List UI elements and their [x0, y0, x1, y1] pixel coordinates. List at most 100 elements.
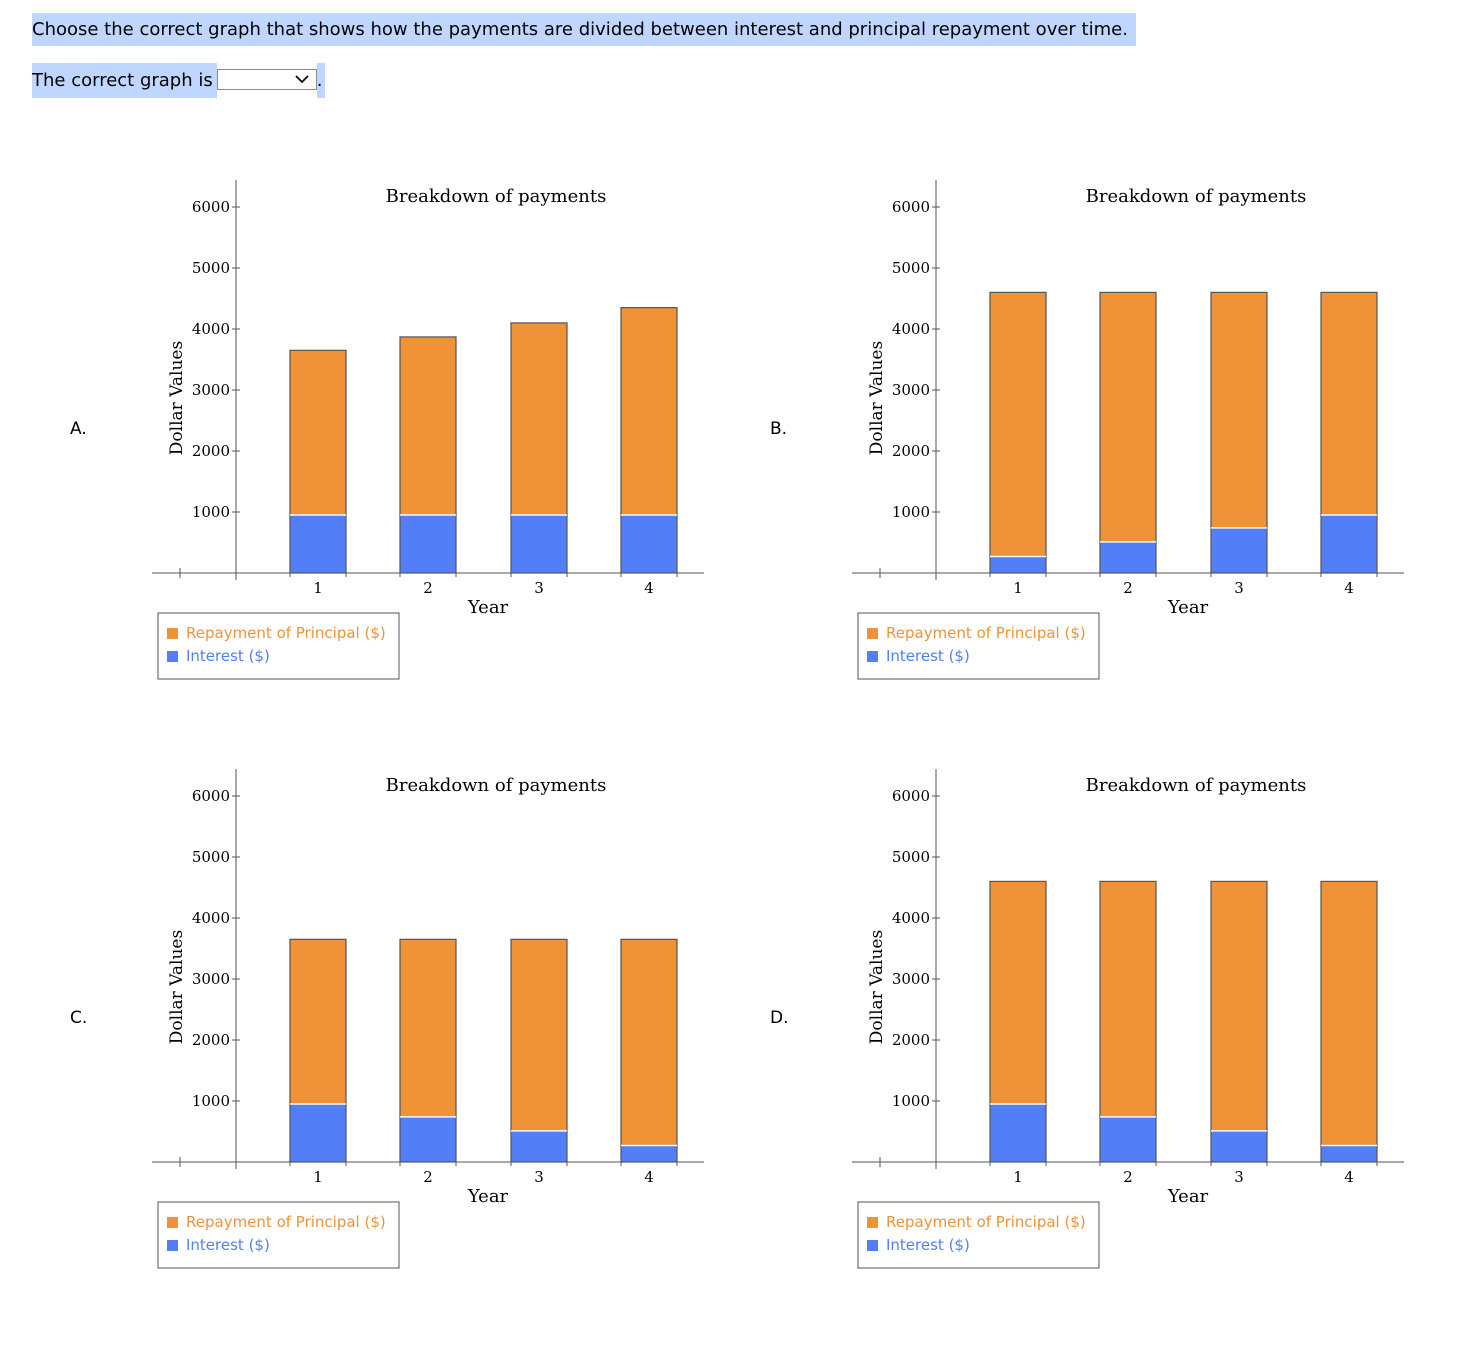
x-axis-label: Year	[1167, 597, 1209, 618]
bar-interest	[1320, 514, 1378, 574]
chart-title: Breakdown of payments	[386, 775, 607, 796]
bar-interest	[510, 514, 568, 574]
legend-swatch-interest	[167, 1240, 178, 1251]
answer-dropdown[interactable]	[216, 69, 317, 90]
x-tick-label: 3	[1234, 579, 1244, 597]
y-tick-label: 4000	[192, 320, 230, 338]
option-label-c: C.	[70, 1008, 88, 1028]
bar-principal	[620, 938, 678, 1147]
y-tick-label: 2000	[192, 1031, 230, 1049]
x-axis-label: Year	[467, 1186, 509, 1207]
legend-label-principal: Repayment of Principal ($)	[186, 624, 386, 642]
bar-principal	[989, 880, 1047, 1105]
y-tick-label: 1000	[192, 503, 230, 521]
y-tick-label: 4000	[892, 909, 930, 927]
x-tick-label: 4	[1344, 1168, 1354, 1186]
bar-principal	[1210, 291, 1268, 529]
y-tick-label: 4000	[192, 909, 230, 927]
answer-suffix: .	[316, 63, 325, 98]
y-tick-label: 3000	[192, 381, 230, 399]
legend-swatch-interest	[867, 1240, 878, 1251]
bar-interest	[620, 514, 678, 574]
legend-box	[157, 612, 400, 680]
x-axis-label: Year	[1167, 1186, 1209, 1207]
x-tick-label: 2	[1123, 1168, 1133, 1186]
x-tick-label: 4	[644, 1168, 654, 1186]
legend-box	[857, 1201, 1100, 1269]
bar-interest	[289, 1103, 347, 1163]
y-tick-label: 2000	[892, 442, 930, 460]
bar-interest	[1210, 527, 1268, 574]
bar-interest	[1099, 1116, 1157, 1163]
bar-principal	[1099, 291, 1157, 543]
y-tick-label: 5000	[192, 259, 230, 277]
legend-label-interest: Interest ($)	[186, 1236, 270, 1254]
x-tick-label: 4	[1344, 579, 1354, 597]
bar-principal	[1099, 880, 1157, 1118]
x-tick-label: 2	[423, 579, 433, 597]
x-tick-label: 1	[313, 579, 323, 597]
legend: Repayment of Principal ($) Interest ($)	[857, 612, 1100, 680]
y-tick-label: 6000	[192, 787, 230, 805]
x-tick-label: 3	[534, 579, 544, 597]
chart-c: 1000 2000 3000 4000 5000 6000 1 2 3 4 Breakdown of…	[152, 769, 704, 1269]
bar-principal	[510, 322, 568, 516]
legend-label-interest: Interest ($)	[186, 647, 270, 665]
bar-principal	[399, 336, 457, 516]
y-tick-label: 4000	[892, 320, 930, 338]
legend-swatch-interest	[867, 651, 878, 662]
chart-title: Breakdown of payments	[1086, 775, 1307, 796]
legend-box	[157, 1201, 400, 1269]
chart-a: 1000 2000 3000 4000 5000 6000 1 2 3 4 Breakdown of…	[152, 180, 704, 680]
bar-interest	[399, 1116, 457, 1163]
y-tick-label: 3000	[892, 970, 930, 988]
y-tick-label: 1000	[192, 1092, 230, 1110]
bar-interest	[1210, 1130, 1268, 1163]
y-tick-label: 2000	[192, 442, 230, 460]
legend-label-principal: Repayment of Principal ($)	[886, 624, 1086, 642]
legend: Repayment of Principal ($) Interest ($)	[857, 1201, 1100, 1269]
legend-label-principal: Repayment of Principal ($)	[186, 1213, 386, 1231]
y-tick-label: 5000	[192, 848, 230, 866]
y-tick-label: 1000	[892, 503, 930, 521]
legend-box	[857, 612, 1100, 680]
y-tick-label: 3000	[892, 381, 930, 399]
legend-label-interest: Interest ($)	[886, 647, 970, 665]
bar-interest	[510, 1130, 568, 1163]
answer-prompt: The correct graph is	[32, 63, 217, 98]
chart-b: 1000 2000 3000 4000 5000 6000 1 2 3 4 Breakdown of…	[852, 180, 1404, 680]
bar-principal	[1210, 880, 1268, 1132]
question-text: Choose the correct graph that shows how …	[32, 13, 1136, 46]
x-tick-label: 4	[644, 579, 654, 597]
option-label-d: D.	[770, 1008, 789, 1028]
y-tick-label: 6000	[892, 787, 930, 805]
y-tick-label: 6000	[192, 198, 230, 216]
x-tick-label: 2	[1123, 579, 1133, 597]
x-tick-label: 3	[534, 1168, 544, 1186]
bar-principal	[989, 291, 1047, 558]
legend-swatch-principal	[167, 628, 178, 639]
y-tick-label: 6000	[892, 198, 930, 216]
y-tick-label: 3000	[192, 970, 230, 988]
x-tick-label: 1	[1013, 1168, 1023, 1186]
y-tick-label: 1000	[892, 1092, 930, 1110]
bar-principal	[399, 938, 457, 1118]
chart-d: 1000 2000 3000 4000 5000 6000 1 2 3 4 Breakdown of…	[852, 769, 1404, 1269]
y-axis-label: Dollar Values	[167, 341, 187, 455]
bar-interest	[620, 1144, 678, 1163]
legend-label-interest: Interest ($)	[886, 1236, 970, 1254]
bar-principal	[289, 349, 347, 516]
legend-swatch-principal	[867, 1217, 878, 1228]
option-label-b: B.	[770, 419, 788, 439]
bar-interest	[1099, 541, 1157, 574]
y-axis-label: Dollar Values	[167, 930, 187, 1044]
x-tick-label: 3	[1234, 1168, 1244, 1186]
bar-principal	[1320, 291, 1378, 516]
x-tick-label: 1	[313, 1168, 323, 1186]
chart-title: Breakdown of payments	[386, 186, 607, 207]
legend-swatch-principal	[867, 628, 878, 639]
option-label-a: A.	[70, 419, 87, 439]
legend: Repayment of Principal ($) Interest ($)	[157, 612, 400, 680]
x-tick-label: 2	[423, 1168, 433, 1186]
